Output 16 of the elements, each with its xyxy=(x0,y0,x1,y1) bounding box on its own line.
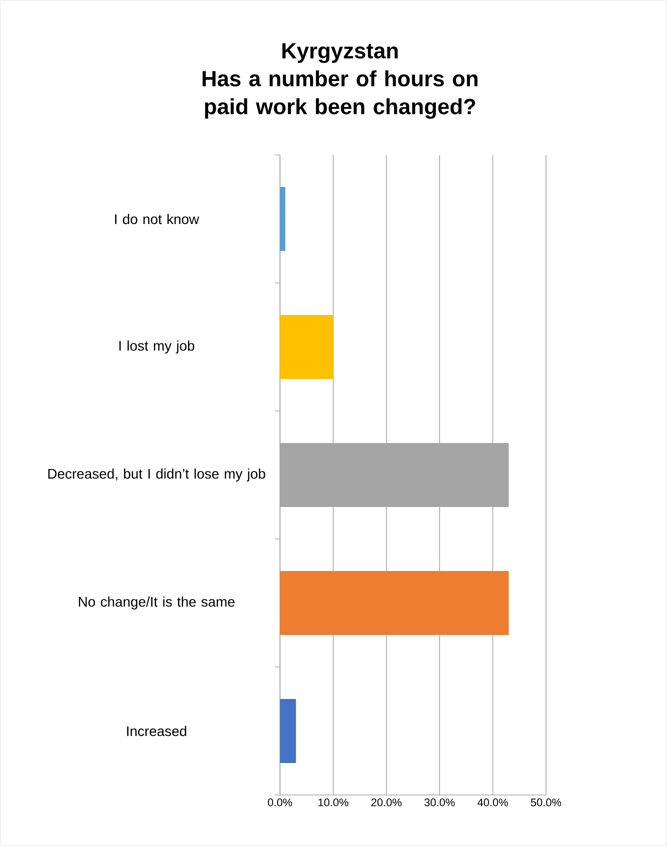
y-tick-label: Increased xyxy=(127,726,186,736)
x-tick-label: 20.0% xyxy=(371,798,402,806)
bar xyxy=(280,699,296,763)
x-tick-label: 0.0% xyxy=(268,798,292,806)
y-tick-label: I lost my job xyxy=(119,340,194,354)
bar xyxy=(280,571,509,635)
chart-title: Kyrgyzstan Has a number of hours on paid work been changed? xyxy=(202,43,478,119)
y-tick-label: No change/It is the same xyxy=(78,596,235,610)
y-tick-label: Decreased, but I didn’t lose my job xyxy=(48,468,266,482)
x-tick-label: 50.0% xyxy=(530,798,562,806)
y-tick-label: I do not know xyxy=(115,214,200,224)
bar xyxy=(280,187,286,252)
bar xyxy=(280,315,334,379)
x-tick-label: 30.0% xyxy=(424,798,455,806)
x-tick-label: 10.0% xyxy=(318,798,348,806)
x-tick-label: 40.0% xyxy=(478,798,508,806)
